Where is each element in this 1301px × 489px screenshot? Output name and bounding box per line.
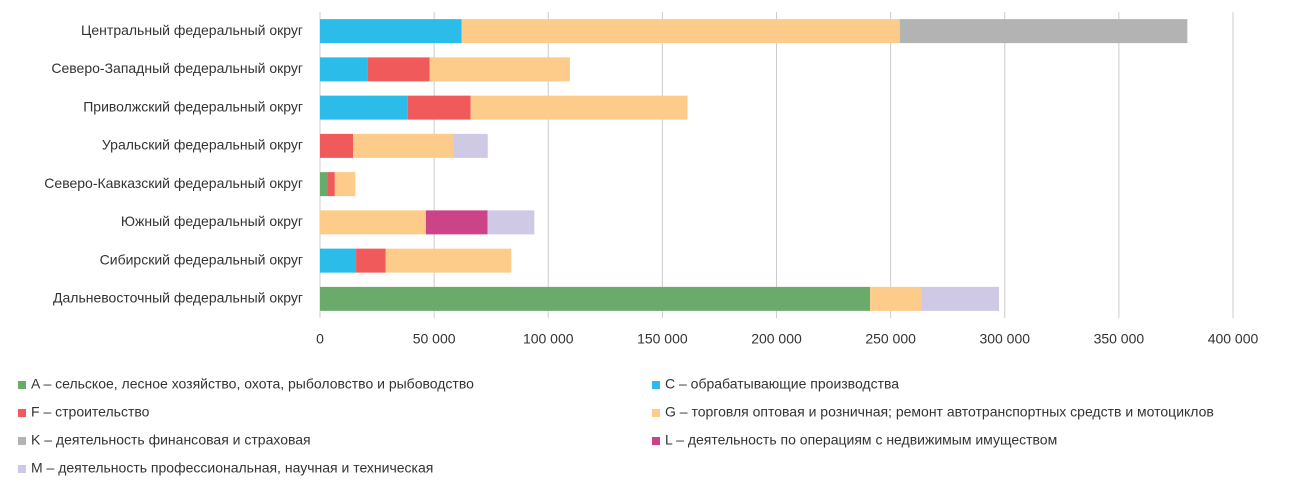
bar-segment xyxy=(320,95,408,120)
bar-segment xyxy=(320,286,871,311)
bar-segment xyxy=(320,172,328,197)
legend-swatch xyxy=(652,381,660,389)
bar-segment xyxy=(367,57,430,82)
bar-segment xyxy=(320,19,462,44)
bar-segment xyxy=(487,210,535,235)
bar-segment xyxy=(899,19,1188,44)
x-tick-label: 0 xyxy=(316,331,324,347)
y-tick-label: Южный федеральный округ xyxy=(121,213,303,229)
legend-swatch xyxy=(18,381,26,389)
x-tick-label: 50 000 xyxy=(413,331,456,347)
bar-segment xyxy=(429,57,570,82)
bar-segment xyxy=(327,172,335,197)
y-tick-label: Приволжский федеральный округ xyxy=(83,98,303,114)
x-tick-label: 100 000 xyxy=(523,331,574,347)
bar-segment xyxy=(425,210,488,235)
x-tick-label: 350 000 xyxy=(1094,331,1145,347)
bar-segment xyxy=(320,57,368,82)
bar-segment xyxy=(470,95,688,120)
legend-swatch xyxy=(18,465,26,473)
bar-segment xyxy=(385,248,512,273)
bar-segment xyxy=(453,133,488,158)
bar-segment xyxy=(921,286,1000,311)
y-tick-label: Северо-Западный федеральный округ xyxy=(51,60,303,76)
x-tick-label: 300 000 xyxy=(979,331,1030,347)
legend-label: F – строительство xyxy=(31,404,150,420)
y-tick-label: Уральский федеральный округ xyxy=(102,137,303,153)
legend-swatch xyxy=(18,437,26,445)
legend-swatch xyxy=(652,409,660,417)
bar-segment xyxy=(334,172,356,197)
legend-label: A – сельское, лесное хозяйство, охота, р… xyxy=(31,376,474,392)
x-tick-label: 400 000 xyxy=(1208,331,1259,347)
y-tick-label: Центральный федеральный округ xyxy=(81,22,303,38)
bar-segment xyxy=(320,248,357,273)
legend-swatch xyxy=(18,409,26,417)
legend-label: L – деятельность по операциям с недвижим… xyxy=(665,432,1057,448)
bar-segment xyxy=(356,248,386,273)
y-tick-label: Дальневосточный федеральный округ xyxy=(53,290,303,306)
y-tick-label: Сибирский федеральный округ xyxy=(100,251,303,267)
legend-swatch xyxy=(652,437,660,445)
y-tick-label: Северо-Кавказский федеральный округ xyxy=(44,175,303,191)
legend-label: G – торговля оптовая и розничная; ремонт… xyxy=(665,404,1214,420)
bar-segment xyxy=(870,286,922,311)
legend-label: M – деятельность профессиональная, научн… xyxy=(31,460,433,476)
bar-segment xyxy=(461,19,900,44)
bar-segment xyxy=(353,133,454,158)
x-tick-label: 200 000 xyxy=(751,331,802,347)
bar-segment xyxy=(320,133,354,158)
bar-segment xyxy=(320,210,426,235)
legend-label: C – обрабатывающие производства xyxy=(665,376,899,392)
bar-segment xyxy=(407,95,471,120)
legend-label: K – деятельность финансовая и страховая xyxy=(31,432,311,448)
x-tick-label: 150 000 xyxy=(637,331,688,347)
x-tick-label: 250 000 xyxy=(865,331,916,347)
